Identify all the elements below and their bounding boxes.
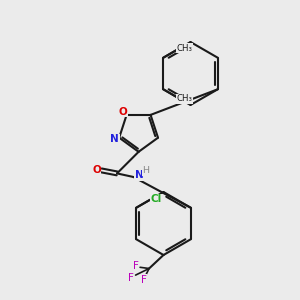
Text: F: F bbox=[128, 273, 134, 283]
Text: CH₃: CH₃ bbox=[176, 44, 192, 53]
Text: F: F bbox=[141, 275, 147, 285]
Text: CH₃: CH₃ bbox=[176, 94, 192, 103]
Text: F: F bbox=[133, 261, 139, 271]
Text: N: N bbox=[134, 170, 143, 181]
Text: O: O bbox=[92, 165, 101, 175]
Text: O: O bbox=[118, 107, 127, 117]
Text: Cl: Cl bbox=[151, 194, 162, 204]
Text: N: N bbox=[110, 134, 119, 144]
Text: H: H bbox=[142, 167, 150, 176]
